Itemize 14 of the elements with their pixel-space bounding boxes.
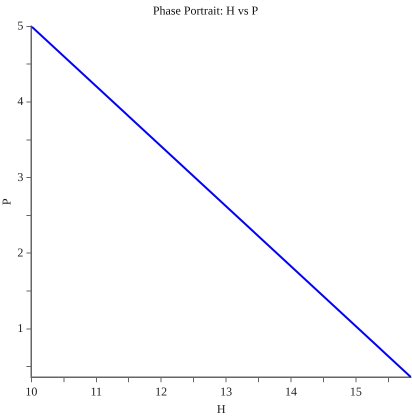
x-tick-label: 12 [155,384,168,399]
x-tick-label: 13 [220,384,232,399]
x-axis-title: H [216,402,226,416]
chart-title: Phase Portrait: H vs P [152,3,258,18]
x-tick-label: 11 [90,384,102,399]
y-tick-label: 4 [17,94,24,108]
x-tick-label: 10 [25,384,38,399]
y-tick-label: 3 [17,170,24,184]
y-tick-label: 5 [17,18,24,33]
y-axis-title: P [0,198,14,206]
y-tick-label: 1 [17,320,24,335]
y-tick-label: 2 [17,245,24,260]
x-tick-label: 15 [350,384,362,399]
x-tick-label: 14 [284,384,297,399]
